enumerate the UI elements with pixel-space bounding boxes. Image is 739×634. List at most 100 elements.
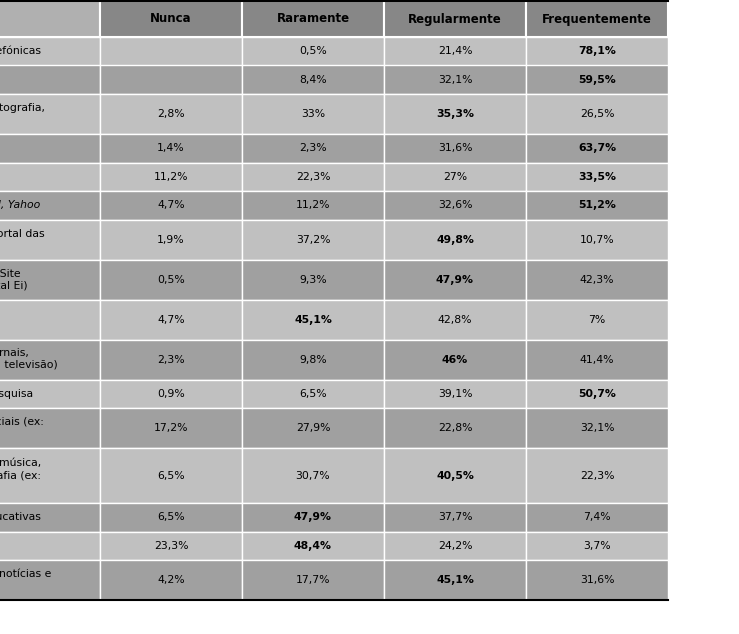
Text: Estatais (ex: Portal das
Finanças): Estatais (ex: Portal das Finanças): [0, 228, 44, 250]
Text: 46%: 46%: [442, 354, 468, 365]
Text: 9,3%: 9,3%: [299, 275, 327, 285]
Bar: [526, 65, 668, 94]
Text: 24,2%: 24,2%: [437, 541, 472, 551]
Bar: [0, 134, 100, 162]
Bar: [384, 339, 526, 380]
Bar: [526, 162, 668, 191]
Bar: [242, 408, 384, 448]
Text: 22,3%: 22,3%: [296, 172, 330, 182]
Text: 11,2%: 11,2%: [154, 172, 188, 182]
Bar: [0, 65, 100, 94]
Text: 17,7%: 17,7%: [296, 575, 330, 585]
Text: Aplicações de notícias e
revistas: Aplicações de notícias e revistas: [0, 569, 52, 592]
Text: Institucionais (Site
Montepio, portal Ei): Institucionais (Site Montepio, portal Ei…: [0, 268, 27, 291]
Bar: [0, 191, 100, 219]
Bar: [242, 380, 384, 408]
Text: 31,6%: 31,6%: [580, 575, 614, 585]
Bar: [526, 299, 668, 339]
Text: Aplicações Sociais (ex:
Facebook): Aplicações Sociais (ex: Facebook): [0, 417, 44, 439]
Text: 49,8%: 49,8%: [436, 235, 474, 245]
Text: Aplicações de música,
vídeo e fotografia (ex:
Youtube): Aplicações de música, vídeo e fotografia…: [0, 458, 41, 493]
Bar: [384, 560, 526, 600]
Bar: [242, 503, 384, 531]
Text: 37,7%: 37,7%: [437, 512, 472, 522]
Text: 9,8%: 9,8%: [299, 354, 327, 365]
Text: 47,9%: 47,9%: [294, 512, 332, 522]
Text: 6,5%: 6,5%: [157, 512, 185, 522]
Text: 22,3%: 22,3%: [580, 470, 614, 481]
Bar: [0, 448, 100, 503]
Bar: [526, 448, 668, 503]
Bar: [0, 219, 100, 259]
Bar: [526, 531, 668, 560]
Bar: [0, 299, 100, 339]
Bar: [384, 299, 526, 339]
Bar: [384, 380, 526, 408]
Bar: [100, 134, 242, 162]
Bar: [0, 339, 100, 380]
Text: 27,9%: 27,9%: [296, 423, 330, 433]
Text: 33,5%: 33,5%: [578, 172, 616, 182]
Bar: [0, 37, 100, 65]
Bar: [242, 299, 384, 339]
Text: 2,3%: 2,3%: [157, 354, 185, 365]
Bar: [526, 380, 668, 408]
Bar: [0, 408, 100, 448]
Bar: [242, 560, 384, 600]
Text: 0,5%: 0,5%: [157, 275, 185, 285]
Text: 17,2%: 17,2%: [154, 423, 188, 433]
Text: 40,5%: 40,5%: [436, 470, 474, 481]
Text: 37,2%: 37,2%: [296, 235, 330, 245]
Bar: [526, 134, 668, 162]
Text: 42,3%: 42,3%: [580, 275, 614, 285]
Bar: [100, 191, 242, 219]
Bar: [242, 162, 384, 191]
Text: 1,4%: 1,4%: [157, 143, 185, 153]
Bar: [384, 65, 526, 94]
Bar: [0, 1, 100, 37]
Text: 10,7%: 10,7%: [579, 235, 614, 245]
Bar: [384, 503, 526, 531]
Text: Hotmail, Gmail, Yahoo: Hotmail, Gmail, Yahoo: [0, 200, 40, 210]
Bar: [526, 259, 668, 299]
Text: 35,3%: 35,3%: [436, 109, 474, 119]
Text: 2,8%: 2,8%: [157, 109, 185, 119]
Bar: [242, 448, 384, 503]
Bar: [242, 191, 384, 219]
Text: 59,5%: 59,5%: [578, 75, 616, 85]
Text: Motores de pesquisa: Motores de pesquisa: [0, 389, 33, 399]
Text: 4,2%: 4,2%: [157, 575, 185, 585]
Text: 32,1%: 32,1%: [437, 75, 472, 85]
Text: 11,2%: 11,2%: [296, 200, 330, 210]
Text: Informação (jornais,
revistas, rádio, televisão): Informação (jornais, revistas, rádio, te…: [0, 348, 58, 371]
Bar: [100, 560, 242, 600]
Bar: [526, 339, 668, 380]
Bar: [0, 531, 100, 560]
Bar: [242, 339, 384, 380]
Bar: [242, 37, 384, 65]
Text: 8,4%: 8,4%: [299, 75, 327, 85]
Bar: [526, 94, 668, 134]
Text: 45,1%: 45,1%: [294, 314, 332, 325]
Bar: [100, 448, 242, 503]
Text: Chamadas Telefónicas: Chamadas Telefónicas: [0, 46, 41, 56]
Text: 3,7%: 3,7%: [583, 541, 611, 551]
Bar: [100, 339, 242, 380]
Bar: [242, 531, 384, 560]
Bar: [100, 219, 242, 259]
Bar: [526, 503, 668, 531]
Text: 31,6%: 31,6%: [437, 143, 472, 153]
Bar: [100, 37, 242, 65]
Text: 23,3%: 23,3%: [154, 541, 188, 551]
Text: 26,5%: 26,5%: [580, 109, 614, 119]
Bar: [384, 448, 526, 503]
Bar: [526, 1, 668, 37]
Bar: [526, 408, 668, 448]
Text: Raramente: Raramente: [276, 13, 350, 25]
Text: 30,7%: 30,7%: [296, 470, 330, 481]
Text: 48,4%: 48,4%: [294, 541, 332, 551]
Bar: [100, 408, 242, 448]
Bar: [384, 134, 526, 162]
Bar: [242, 134, 384, 162]
Bar: [0, 380, 100, 408]
